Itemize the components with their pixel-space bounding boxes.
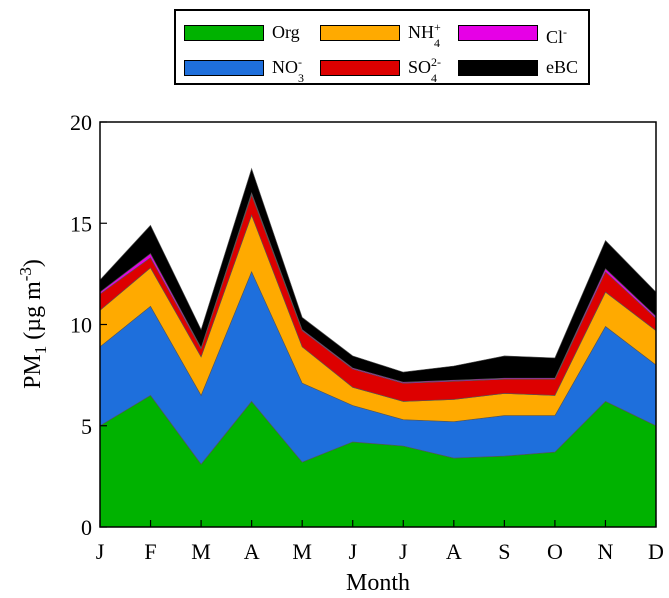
x-tick-label-2: M	[191, 539, 211, 564]
x-tick-label-9: O	[547, 539, 563, 564]
y-tick-label-2: 10	[70, 313, 92, 338]
x-tick-label-3: A	[244, 539, 260, 564]
legend-label-org: Org	[272, 22, 300, 42]
y-tick-label-1: 5	[81, 414, 92, 439]
x-tick-label-4: M	[292, 539, 312, 564]
y-axis-title: PM1 (µg m-3)	[16, 259, 50, 389]
x-tick-label-1: F	[144, 539, 156, 564]
axis-ticks: 0 5 10 15 20 J F M A M J J A S O N D	[70, 110, 664, 564]
x-tick-label-7: A	[446, 539, 462, 564]
legend-swatch-cl	[458, 25, 538, 41]
x-tick-label-6: J	[399, 539, 408, 564]
x-axis-title: Month	[346, 570, 410, 596]
legend-label-so4: SO 2- 4	[408, 54, 442, 85]
chart-legend: Org NH +4 Cl- NO -3 SO 2- 4 eBC	[174, 9, 590, 85]
legend-label-cl: Cl-	[546, 25, 568, 47]
legend-swatch-ebc	[458, 60, 538, 76]
legend-label-nh4: NH +4	[408, 19, 441, 50]
legend-label-ebc: eBC	[546, 57, 579, 77]
y-tick-label-4: 20	[70, 110, 92, 135]
x-tick-label-0: J	[96, 539, 105, 564]
legend-label-no3: NO -3	[272, 54, 304, 85]
x-tick-label-5: J	[348, 539, 357, 564]
y-tick-label-0: 0	[81, 515, 92, 540]
legend-swatch-so4	[320, 60, 400, 76]
legend-swatch-nh4	[320, 25, 400, 41]
x-tick-label-10: N	[598, 539, 614, 564]
area-layers	[99, 167, 657, 528]
x-tick-label-8: S	[498, 539, 510, 564]
x-tick-label-11: D	[648, 539, 664, 564]
y-tick-label-3: 15	[70, 211, 92, 236]
legend-swatch-no3	[184, 60, 264, 76]
legend-swatch-org	[184, 25, 264, 41]
